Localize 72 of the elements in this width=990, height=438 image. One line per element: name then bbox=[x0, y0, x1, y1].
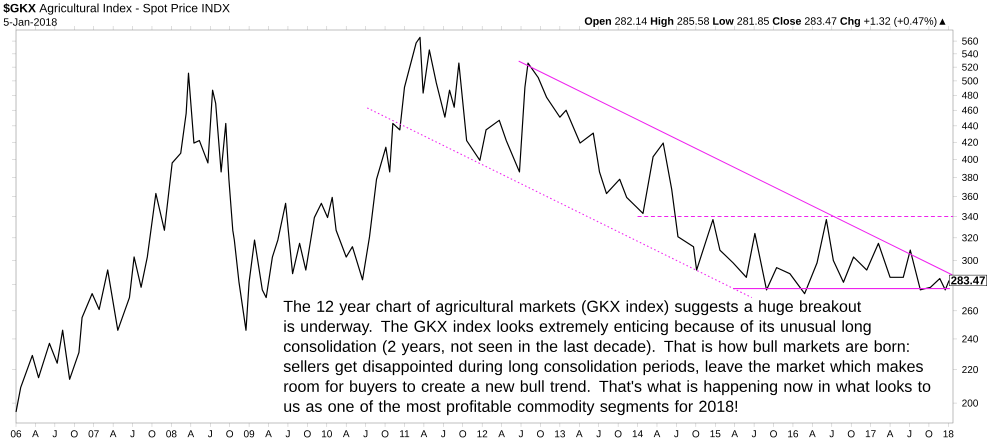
y-tick-label: 460 bbox=[962, 106, 978, 114]
x-tick-label: A bbox=[809, 430, 816, 438]
x-tick-label: A bbox=[731, 430, 738, 438]
x-tick-label: J bbox=[674, 430, 678, 438]
x-tick-label: 14 bbox=[632, 430, 643, 438]
annotation: 283.47 bbox=[951, 276, 985, 284]
x-tick-label: 11 bbox=[400, 430, 410, 438]
y-tick-label: 520 bbox=[962, 64, 978, 71]
x-tick-label: 08 bbox=[166, 430, 177, 438]
x-tick-label: A bbox=[886, 430, 894, 438]
x-tick-label: J bbox=[829, 430, 834, 438]
x-tick-label: A bbox=[188, 430, 194, 438]
x-tick-label: O bbox=[70, 430, 78, 438]
x-tick-label: O bbox=[537, 430, 544, 438]
x-tick-label: A bbox=[32, 430, 39, 438]
x-tick-label: A bbox=[342, 430, 350, 438]
x-tick-label: O bbox=[459, 430, 466, 438]
x-tick-label: J bbox=[208, 430, 212, 438]
x-tick-label: 07 bbox=[88, 430, 99, 438]
x-tick-label: 06 bbox=[10, 430, 22, 438]
y-tick-label: 220 bbox=[962, 366, 978, 374]
x-tick-label: O bbox=[148, 430, 156, 438]
y-tick-label: 200 bbox=[962, 400, 978, 407]
x-tick-label: O bbox=[382, 430, 388, 438]
x-tick-label: O bbox=[226, 430, 234, 438]
x-tick-label: J bbox=[52, 430, 57, 438]
x-tick-label: A bbox=[110, 430, 116, 438]
x-tick-label: J bbox=[130, 430, 134, 438]
y-tick-label: 560 bbox=[962, 38, 978, 45]
y-tick-label: 260 bbox=[962, 307, 978, 314]
chart-subtitle: 5-Jan-2018 bbox=[4, 18, 57, 26]
y-tick-label: 480 bbox=[962, 92, 978, 99]
y-tick-label: 300 bbox=[962, 256, 978, 264]
x-tick-label: 17 bbox=[866, 430, 876, 438]
text: Open 282.14 High 285.58 Low 281.85 Close 283.47 Chg +1.32 (+0.47%)▲ bbox=[584, 16, 946, 27]
y-tick-label: 240 bbox=[962, 335, 978, 342]
x-tick-label: 13 bbox=[555, 430, 565, 438]
y-tick-label: 380 bbox=[962, 174, 978, 181]
x-tick-label: O bbox=[770, 430, 777, 438]
x-tick-label: A bbox=[420, 430, 428, 438]
x-tick-label: O bbox=[614, 430, 622, 438]
x-tick-label: J bbox=[440, 430, 446, 438]
y-tick-label: 500 bbox=[962, 77, 978, 84]
x-tick-label: J bbox=[907, 430, 912, 438]
y-tick-label: 400 bbox=[962, 156, 978, 163]
annotation: The 12 year chart of agricultural markets (GKX index) suggests a huge breakout is underway. The GKX index looks extremely enticing because of its unusual long consolidation (2 years, not seen in the last decade). That is how bull markets are born: sellers get disappointed during long consolidation periods, leave the market which makes room for buyers to create a new bull trend. That's what is happening now in what looks to us as one of the most profitable commodity segments for 2018! bbox=[284, 300, 930, 416]
y-tick-label: 420 bbox=[962, 138, 978, 146]
x-tick-label: A bbox=[576, 430, 583, 438]
y-tick-label: 540 bbox=[962, 50, 978, 58]
x-tick-label: A bbox=[498, 430, 505, 438]
y-tick-label: 320 bbox=[962, 234, 978, 242]
x-tick-label: J bbox=[752, 430, 756, 438]
x-tick-label: 18 bbox=[944, 430, 954, 438]
x-tick-label: A bbox=[654, 430, 660, 438]
x-tick-label: 12 bbox=[477, 430, 488, 438]
x-tick-label: O bbox=[304, 430, 311, 438]
x-tick-label: O bbox=[692, 430, 700, 438]
x-tick-label: 15 bbox=[710, 430, 720, 438]
x-tick-label: J bbox=[363, 430, 368, 438]
x-tick-label: J bbox=[518, 430, 523, 438]
x-tick-label: 10 bbox=[322, 430, 332, 438]
x-tick-label: 16 bbox=[788, 430, 798, 438]
x-tick-label: 09 bbox=[244, 430, 254, 438]
x-tick-label: A bbox=[265, 430, 272, 438]
x-tick-label: O bbox=[848, 430, 855, 438]
x-tick-label: O bbox=[926, 430, 932, 438]
chart-title: $GKX Agricultural Index - Spot Price INDX bbox=[3, 3, 230, 15]
x-tick-label: J bbox=[286, 430, 290, 438]
x-tick-label: J bbox=[596, 430, 600, 438]
y-tick-label: 440 bbox=[962, 122, 978, 130]
y-tick-label: 340 bbox=[962, 212, 978, 220]
y-tick-label: 360 bbox=[962, 192, 978, 200]
